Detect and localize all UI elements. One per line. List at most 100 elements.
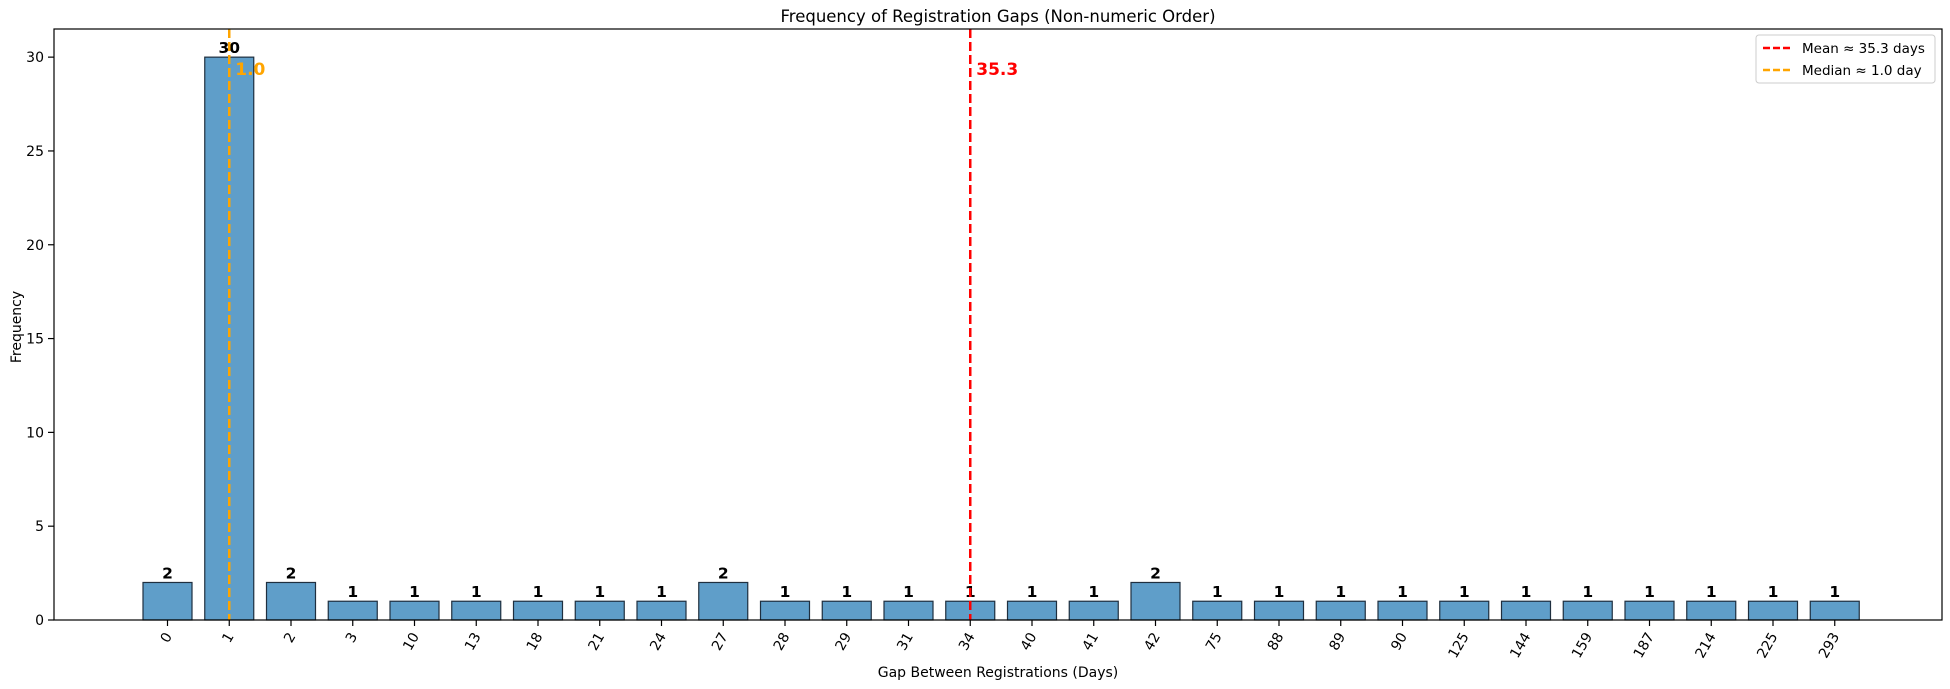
x-tick-label: 34 — [956, 630, 979, 654]
bar — [1068, 600, 1119, 621]
bar — [142, 581, 193, 621]
x-axis-label: Gap Between Registrations (Days) — [878, 665, 1119, 681]
bar — [759, 600, 811, 621]
x-tick-label: 28 — [771, 630, 794, 653]
bar-value-label: 2 — [718, 564, 729, 582]
bar — [1500, 600, 1552, 621]
bar-value-label: 1 — [903, 583, 914, 601]
legend-mean-label: Mean ≈ 35.3 days — [1802, 41, 1925, 57]
y-axis: 0 5 10 15 20 25 30 — [26, 50, 54, 629]
x-tick-label: 144 — [1507, 630, 1534, 661]
bar-value-label: 1 — [780, 583, 791, 601]
x-tick-label: 159 — [1569, 630, 1596, 661]
x-tick-label: 29 — [832, 630, 855, 653]
reference-lines-group: 35.3 1.0 — [228, 29, 1018, 620]
x-tick-label: 125 — [1445, 630, 1472, 661]
y-tick-label: 0 — [35, 613, 44, 629]
x-tick-label: 88 — [1265, 630, 1288, 653]
bar — [1439, 600, 1490, 621]
bar-value-label: 1 — [1644, 583, 1655, 601]
bar-value-label: 1 — [1088, 583, 1099, 601]
bar-value-label: 1 — [594, 583, 605, 601]
x-tick-label: 21 — [585, 630, 608, 653]
bar — [1562, 600, 1613, 621]
bar-value-label: 2 — [162, 564, 173, 582]
bar-value-label: 1 — [841, 583, 852, 601]
bar-value-label: 1 — [1582, 583, 1593, 601]
bar-value-label: 1 — [1335, 583, 1346, 601]
bar — [1686, 600, 1737, 621]
bar — [327, 600, 378, 621]
y-tick-label: 30 — [26, 50, 44, 66]
x-tick-label: 0 — [158, 630, 176, 646]
bar-value-label: 1 — [533, 583, 544, 601]
x-tick-label: 18 — [524, 630, 547, 653]
chart-title: Frequency of Registration Gaps (Non-nume… — [780, 7, 1215, 26]
bar — [512, 600, 564, 621]
bar-value-label: 1 — [1459, 583, 1470, 601]
mean-value-label: 35.3 — [976, 60, 1018, 80]
x-tick-label: 31 — [894, 630, 917, 653]
bar-value-label: 1 — [1768, 583, 1779, 601]
x-tick-label: 41 — [1079, 630, 1102, 653]
bar-value-label: 1 — [409, 583, 420, 601]
bar — [1624, 600, 1675, 621]
bar — [883, 600, 934, 621]
bar — [1809, 600, 1860, 621]
bar — [1006, 600, 1058, 621]
x-tick-label: 13 — [462, 630, 485, 653]
y-axis-label: Frequency — [9, 291, 25, 363]
x-tick-label: 3 — [343, 630, 361, 646]
x-tick-label: 293 — [1816, 630, 1843, 661]
bar — [636, 600, 687, 621]
bar — [1747, 600, 1799, 621]
x-tick-label: 10 — [400, 630, 423, 653]
bar — [1253, 600, 1305, 621]
y-tick-label: 10 — [26, 425, 44, 441]
legend-median-label: Median ≈ 1.0 day — [1802, 63, 1922, 79]
bar-value-label: 2 — [286, 564, 297, 582]
x-tick-label: 27 — [709, 630, 732, 653]
bar-value-label: 1 — [1274, 583, 1285, 601]
x-tick-label: 214 — [1692, 630, 1719, 661]
x-tick-label: 187 — [1631, 630, 1658, 661]
median-value-label: 1.0 — [235, 60, 265, 80]
x-axis: 0 1 2 3 10 13 18 21 24 27 28 29 31 34 40 41 42 75 88 89 90 12… — [158, 620, 1843, 661]
bars-group — [142, 56, 1860, 621]
x-tick-label: 89 — [1326, 630, 1349, 653]
legend-box — [1755, 34, 1936, 84]
x-tick-label: 75 — [1203, 630, 1226, 653]
bar — [1192, 600, 1243, 621]
y-tick-label: 20 — [26, 238, 44, 254]
y-tick-label: 15 — [26, 332, 44, 348]
y-tick-label: 5 — [35, 519, 44, 535]
bar-value-label: 1 — [656, 583, 667, 601]
bar-value-label: 1 — [1397, 583, 1408, 601]
plot-frame — [53, 28, 1943, 621]
bar-value-label: 1 — [471, 583, 482, 601]
bar — [265, 581, 317, 621]
bar — [1130, 581, 1181, 621]
bar-value-label: 2 — [1150, 564, 1161, 582]
bar-labels-group: 23021111112111111211111111111 — [162, 39, 1840, 601]
bar-value-label: 1 — [347, 583, 358, 601]
y-tick-label: 25 — [26, 144, 44, 160]
bar — [698, 581, 749, 621]
bar — [1377, 600, 1428, 621]
x-tick-label: 225 — [1754, 630, 1781, 661]
x-tick-label: 1 — [219, 630, 237, 646]
bar — [821, 600, 872, 621]
bar — [451, 600, 502, 621]
bar-value-label: 1 — [1706, 583, 1717, 601]
bar-value-label: 1 — [1027, 583, 1038, 601]
legend: Mean ≈ 35.3 days Median ≈ 1.0 day — [1755, 34, 1936, 84]
x-tick-label: 40 — [1018, 630, 1041, 653]
x-tick-label: 90 — [1388, 630, 1411, 653]
bar-value-label: 1 — [1521, 583, 1532, 601]
x-tick-label: 42 — [1141, 630, 1164, 653]
x-tick-label: 24 — [647, 630, 670, 654]
bar-value-label: 1 — [1212, 583, 1223, 601]
bar-value-label: 1 — [1829, 583, 1840, 601]
bar — [1315, 600, 1366, 621]
